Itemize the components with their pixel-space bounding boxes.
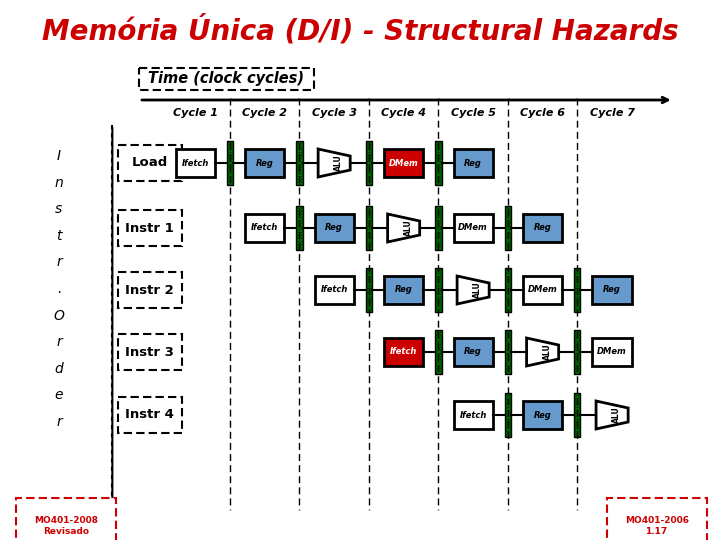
Text: .: . <box>57 282 61 296</box>
Text: Ifetch: Ifetch <box>251 224 279 233</box>
Bar <box>366 206 372 250</box>
Text: Reg: Reg <box>256 159 274 167</box>
Bar <box>384 149 423 177</box>
Text: Cycle 4: Cycle 4 <box>381 108 426 118</box>
Bar <box>593 276 631 304</box>
Text: Cycle 2: Cycle 2 <box>242 108 287 118</box>
Polygon shape <box>457 276 489 304</box>
Bar <box>117 210 182 246</box>
Text: DMem: DMem <box>458 224 488 233</box>
Bar <box>523 401 562 429</box>
Text: Reg: Reg <box>464 159 482 167</box>
Text: DMem: DMem <box>528 286 557 294</box>
Bar <box>297 206 302 250</box>
Text: Cycle 6: Cycle 6 <box>520 108 565 118</box>
Text: Instr 3: Instr 3 <box>125 346 174 359</box>
Text: MO401-2006
1.17: MO401-2006 1.17 <box>625 516 688 536</box>
Text: ALU: ALU <box>543 343 552 360</box>
Text: Cycle 5: Cycle 5 <box>451 108 495 118</box>
Text: I: I <box>57 149 61 163</box>
Bar <box>454 214 492 242</box>
Bar <box>117 397 182 433</box>
Text: Instr 4: Instr 4 <box>125 408 174 422</box>
Bar <box>384 276 423 304</box>
Bar <box>117 272 182 308</box>
Text: Cycle 7: Cycle 7 <box>590 108 634 118</box>
Bar <box>575 268 580 312</box>
Polygon shape <box>596 401 628 429</box>
Bar <box>384 338 423 366</box>
Text: Reg: Reg <box>534 224 552 233</box>
Bar <box>436 330 441 374</box>
Text: Cycle 3: Cycle 3 <box>312 108 356 118</box>
Bar <box>366 141 372 185</box>
Bar <box>454 338 492 366</box>
Polygon shape <box>318 149 350 177</box>
Bar <box>505 330 511 374</box>
Bar <box>117 334 182 370</box>
Polygon shape <box>387 214 420 242</box>
Text: Time (clock cycles): Time (clock cycles) <box>148 71 305 86</box>
Text: Reg: Reg <box>325 224 343 233</box>
Text: Cycle 1: Cycle 1 <box>173 108 217 118</box>
Text: e: e <box>55 388 63 402</box>
Text: DMem: DMem <box>597 348 627 356</box>
Text: Ifetch: Ifetch <box>181 159 209 167</box>
Polygon shape <box>526 338 559 366</box>
Bar <box>575 393 580 437</box>
Text: r: r <box>56 415 62 429</box>
Bar <box>593 338 631 366</box>
Bar <box>436 141 441 185</box>
Bar <box>315 276 354 304</box>
Bar <box>505 206 511 250</box>
Text: Ifetch: Ifetch <box>390 348 418 356</box>
Text: Instr 1: Instr 1 <box>125 221 174 234</box>
Bar <box>227 141 233 185</box>
Text: t: t <box>56 229 62 243</box>
Bar <box>139 68 314 90</box>
Text: r: r <box>56 255 62 269</box>
Text: r: r <box>56 335 62 349</box>
Text: Memória Única (D/I) - Structural Hazards: Memória Única (D/I) - Structural Hazards <box>42 15 678 45</box>
Bar <box>315 214 354 242</box>
Text: MO401-2008
Revisado: MO401-2008 Revisado <box>34 516 98 536</box>
Text: Load: Load <box>132 157 168 170</box>
Text: n: n <box>55 176 63 190</box>
Bar <box>454 401 492 429</box>
Text: O: O <box>53 308 64 322</box>
Text: Instr 2: Instr 2 <box>125 284 174 296</box>
Text: Reg: Reg <box>534 410 552 420</box>
Bar <box>366 268 372 312</box>
Bar <box>245 214 284 242</box>
Bar <box>523 276 562 304</box>
Bar <box>505 393 511 437</box>
Bar <box>117 145 182 181</box>
Bar <box>436 268 441 312</box>
Text: ALU: ALU <box>334 154 343 171</box>
Bar <box>454 149 492 177</box>
Bar <box>575 330 580 374</box>
Bar <box>523 214 562 242</box>
Text: ALU: ALU <box>473 282 482 299</box>
Text: s: s <box>55 202 63 217</box>
Text: DMem: DMem <box>389 159 418 167</box>
Text: Ifetch: Ifetch <box>459 410 487 420</box>
Text: d: d <box>55 362 63 376</box>
Bar <box>297 141 302 185</box>
Text: ALU: ALU <box>612 407 621 423</box>
Bar <box>176 149 215 177</box>
Text: Reg: Reg <box>603 286 621 294</box>
Text: Reg: Reg <box>395 286 413 294</box>
Text: Ifetch: Ifetch <box>320 286 348 294</box>
Text: ALU: ALU <box>404 220 413 237</box>
Bar <box>436 206 441 250</box>
Bar <box>245 149 284 177</box>
Bar <box>505 268 511 312</box>
Text: Reg: Reg <box>464 348 482 356</box>
